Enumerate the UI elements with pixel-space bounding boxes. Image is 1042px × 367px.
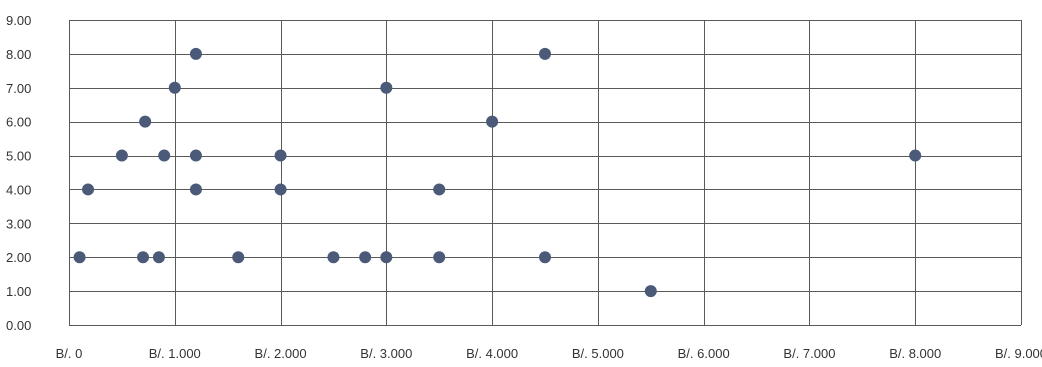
data-point — [433, 251, 445, 263]
x-tick-label: B/. 4.000 — [466, 346, 518, 361]
x-tick-label: B/. 8.000 — [889, 346, 941, 361]
x-tick-label: B/. 3.000 — [360, 346, 412, 361]
grid — [69, 20, 1022, 326]
data-point — [539, 251, 551, 263]
data-point — [137, 251, 149, 263]
x-tick-label: B/. 6.000 — [678, 346, 730, 361]
y-tick-label: 0.00 — [6, 318, 31, 333]
data-point — [909, 150, 921, 162]
y-tick-label: 4.00 — [6, 182, 31, 197]
x-tick-label: B/. 1.000 — [149, 346, 201, 361]
data-point — [359, 251, 371, 263]
y-tick-label: 5.00 — [6, 149, 31, 164]
data-point — [433, 183, 445, 195]
data-point — [380, 82, 392, 94]
data-point — [275, 150, 287, 162]
y-tick-label: 7.00 — [6, 81, 31, 96]
y-tick-label: 8.00 — [6, 47, 31, 62]
x-axis-ticks: B/. 0 B/. 1.000 B/. 2.000 B/. 3.000 B/. 4.00… — [56, 346, 1042, 361]
data-point — [380, 251, 392, 263]
data-points — [74, 48, 922, 297]
data-point — [539, 48, 551, 60]
data-point — [190, 183, 202, 195]
data-point — [327, 251, 339, 263]
data-point — [275, 183, 287, 195]
y-tick-label: 3.00 — [6, 216, 31, 231]
data-point — [74, 251, 86, 263]
y-tick-label: 2.00 — [6, 250, 31, 265]
data-point — [190, 150, 202, 162]
y-tick-label: 6.00 — [6, 115, 31, 130]
x-tick-label: B/. 2.000 — [255, 346, 307, 361]
x-tick-label: B/. 0 — [56, 346, 83, 361]
y-axis-ticks: 0.00 1.00 2.00 3.00 4.00 5.00 6.00 7.00 8.00 9.00 — [6, 13, 31, 333]
data-point — [169, 82, 181, 94]
data-point — [82, 183, 94, 195]
x-tick-label: B/. 9.000 — [995, 346, 1042, 361]
x-tick-label: B/. 5.000 — [572, 346, 624, 361]
y-tick-label: 1.00 — [6, 284, 31, 299]
data-point — [153, 251, 165, 263]
data-point — [158, 150, 170, 162]
data-point — [486, 116, 498, 128]
data-point — [190, 48, 202, 60]
data-point — [232, 251, 244, 263]
data-point — [116, 150, 128, 162]
y-tick-label: 9.00 — [6, 13, 31, 28]
data-point — [645, 285, 657, 297]
x-tick-label: B/. 7.000 — [783, 346, 835, 361]
data-point — [139, 116, 151, 128]
